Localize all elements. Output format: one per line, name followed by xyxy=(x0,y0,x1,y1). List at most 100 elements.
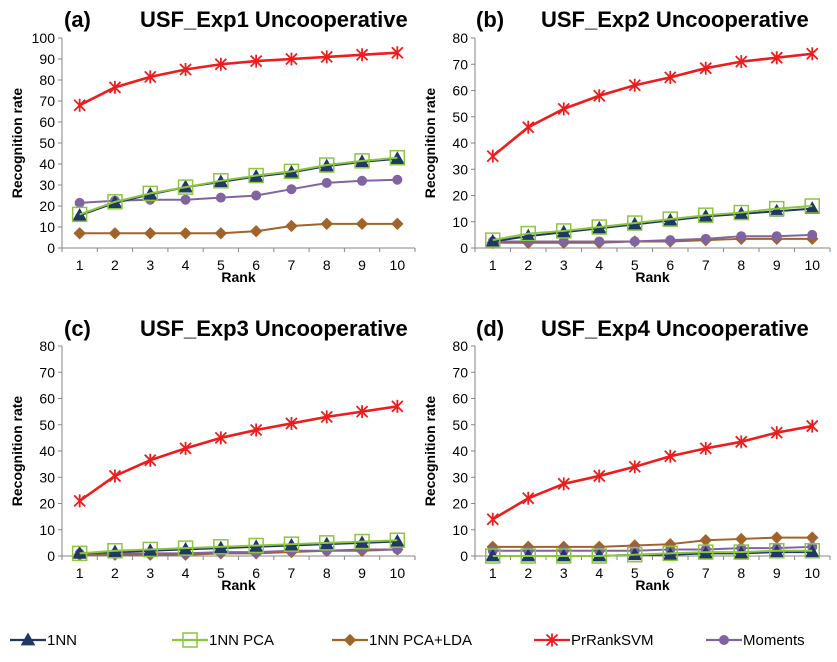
y-tick-label: 60 xyxy=(452,391,468,407)
y-tick-label: 50 xyxy=(452,109,468,125)
y-tick-label: 70 xyxy=(452,364,468,380)
y-tick-label: 10 xyxy=(452,522,468,538)
series-line xyxy=(79,178,398,204)
data-point xyxy=(71,206,88,223)
legend-marker xyxy=(343,633,357,647)
data-point xyxy=(355,405,369,419)
x-tick-label: 3 xyxy=(560,257,568,273)
data-point xyxy=(557,102,570,116)
y-tick-label: 50 xyxy=(39,417,55,433)
data-point xyxy=(735,55,748,69)
y-tick-label: 10 xyxy=(452,214,468,230)
data-point xyxy=(486,512,499,526)
data-point xyxy=(556,223,572,239)
data-point xyxy=(699,534,712,547)
data-point xyxy=(807,229,818,240)
x-tick-label: 4 xyxy=(182,565,190,581)
data-point xyxy=(283,536,300,552)
x-tick-label: 5 xyxy=(217,257,225,273)
y-tick-label: 0 xyxy=(460,240,468,256)
data-point xyxy=(250,423,263,437)
data-point xyxy=(320,410,333,424)
x-tick-label: 7 xyxy=(702,257,710,273)
data-point xyxy=(629,236,640,247)
data-point xyxy=(74,197,85,208)
data-point xyxy=(806,531,819,544)
y-tick-label: 60 xyxy=(39,114,55,130)
data-point xyxy=(627,215,643,231)
x-tick-label: 8 xyxy=(737,257,745,273)
x-tick-label: 1 xyxy=(76,565,84,581)
y-tick-label: 50 xyxy=(452,417,468,433)
x-tick-label: 9 xyxy=(358,257,366,273)
x-tick-label: 5 xyxy=(631,257,639,273)
series-line xyxy=(492,549,813,557)
data-point xyxy=(73,494,86,508)
series-line xyxy=(79,539,398,555)
data-point xyxy=(665,235,676,246)
series-group xyxy=(486,47,819,163)
data-point xyxy=(354,153,370,169)
x-axis-label: Rank xyxy=(221,577,255,593)
y-tick-label: 80 xyxy=(452,30,468,46)
x-tick-label: 10 xyxy=(390,565,406,581)
data-point xyxy=(591,219,607,235)
series-line xyxy=(78,405,398,502)
y-tick-label: 70 xyxy=(39,93,55,109)
data-point xyxy=(144,453,157,467)
x-tick-label: 6 xyxy=(252,565,260,581)
legend-label: 1NN PCA xyxy=(209,632,274,649)
data-point xyxy=(769,200,785,217)
chart-panel: (b) USF_Exp2 Uncooperative 0 10 20 30 40 50 60 70… xyxy=(422,7,831,285)
series-line xyxy=(79,51,398,107)
y-tick-label: 60 xyxy=(39,391,55,407)
x-tick-label: 4 xyxy=(182,257,190,273)
data-point xyxy=(391,399,404,413)
x-tick-label: 7 xyxy=(702,565,710,581)
data-point xyxy=(283,163,300,180)
y-tick-label: 0 xyxy=(460,548,468,564)
data-point xyxy=(698,544,714,560)
legend-marker xyxy=(182,632,198,648)
y-tick-label: 40 xyxy=(39,443,55,459)
y-tick-label: 10 xyxy=(39,522,55,538)
y-tick-label: 30 xyxy=(39,177,55,193)
data-point xyxy=(251,190,262,201)
x-tick-label: 1 xyxy=(76,257,84,273)
data-point xyxy=(556,548,572,564)
series-group xyxy=(73,399,404,508)
y-tick-label: 70 xyxy=(39,364,55,380)
data-point xyxy=(520,225,536,242)
y-axis-label: Recognition rate xyxy=(9,88,25,199)
y-tick-label: 40 xyxy=(39,156,55,172)
data-point xyxy=(73,98,86,112)
data-point xyxy=(392,174,403,185)
series-line xyxy=(79,548,398,555)
data-point xyxy=(142,541,158,558)
legend-label: 1NN xyxy=(47,632,77,649)
data-point xyxy=(214,57,227,71)
series-group xyxy=(71,149,406,223)
data-point xyxy=(319,157,335,173)
data-point xyxy=(770,531,783,544)
data-point xyxy=(485,232,501,248)
data-point xyxy=(179,63,192,76)
legend-item: 1NN xyxy=(10,632,77,649)
chart-panel: (d) USF_Exp4 Uncooperative 0 10 20 30 40 50 60 70… xyxy=(422,316,831,593)
data-point xyxy=(73,227,86,240)
legend-item: Moments xyxy=(706,632,805,649)
y-tick-label: 20 xyxy=(452,496,468,512)
series-group xyxy=(73,46,404,112)
chart-title: USF_Exp1 Uncooperative xyxy=(140,7,408,32)
series-group xyxy=(73,217,404,240)
data-point xyxy=(71,545,88,562)
data-point xyxy=(806,419,819,433)
x-tick-label: 2 xyxy=(111,257,119,273)
x-tick-label: 9 xyxy=(773,565,781,581)
data-point xyxy=(735,532,748,546)
chart-panel: (a) USF_Exp1 Uncooperative 0 10 20 30 40 50 60 70… xyxy=(9,7,416,285)
data-point xyxy=(355,48,369,62)
legend-label: Moments xyxy=(743,632,805,649)
panel-letter: (c) xyxy=(64,316,91,341)
x-tick-label: 1 xyxy=(489,257,497,273)
